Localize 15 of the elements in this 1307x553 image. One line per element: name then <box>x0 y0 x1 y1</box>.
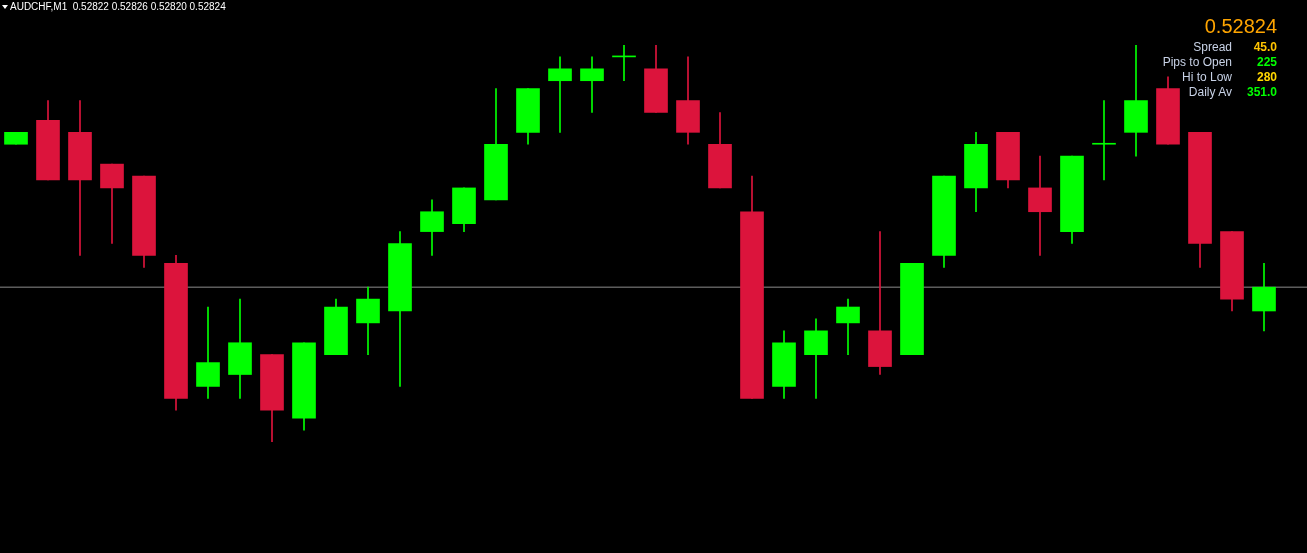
annotation: 45.0 <box>1252 40 1277 55</box>
annotation: Pips to Open <box>1162 55 1232 70</box>
annotation: 225 <box>1255 55 1277 70</box>
candlestick <box>868 231 892 375</box>
annotation: 280 <box>1255 70 1277 85</box>
candlestick <box>548 56 572 133</box>
candlestick <box>580 56 604 113</box>
chart-title: AUDCHF,M1 0.52822 0.52826 0.52820 0.52824 <box>10 1 226 12</box>
annotation: Spread <box>1193 40 1232 55</box>
candlestick <box>1092 100 1116 181</box>
annotation: Hi to Low <box>1181 70 1232 85</box>
annotation: 351.0 <box>1245 85 1277 100</box>
annotation: Daily Av <box>1188 85 1232 100</box>
candlestick <box>1028 155 1052 256</box>
text: 0.52824 <box>1204 14 1277 38</box>
